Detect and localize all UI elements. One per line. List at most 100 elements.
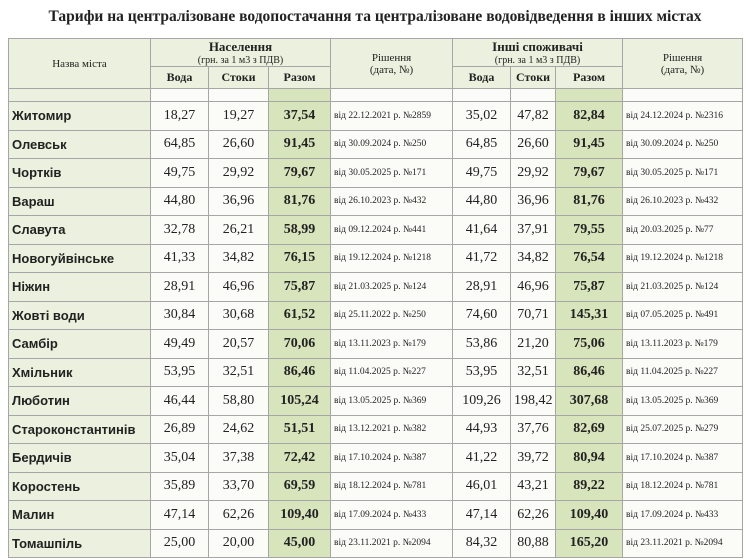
water-cell: 47,14 (452, 500, 512, 530)
water-cell: 64,85 (150, 129, 209, 159)
spacer-cell (330, 88, 454, 102)
data-row: Коростень 35,89 33,70 69,59 від 18.12.2024 р… (8, 471, 744, 501)
water-cell: 64,85 (452, 129, 512, 159)
sewage-cell: 34,82 (208, 243, 269, 273)
water-cell: 49,75 (452, 158, 512, 188)
header-sub: Вода (150, 66, 209, 89)
decision-cell: від 19.12.2024 р. №1218 (622, 243, 744, 273)
water-cell: 53,86 (452, 329, 512, 359)
data-row: Люботин 46,44 58,80 105,24 від 13.05.2025 р.… (8, 386, 744, 416)
water-cell: 35,89 (150, 471, 209, 501)
city-name-cell: Олевськ (8, 129, 151, 159)
decision-cell: від 26.10.2023 р. №432 (330, 186, 454, 216)
water-cell: 44,80 (150, 186, 209, 216)
decision-cell: від 13.05.2025 р. №369 (622, 386, 744, 416)
sewage-cell: 19,27 (208, 101, 269, 131)
header-sub: Вода (452, 66, 512, 89)
spacer-cell (510, 88, 557, 102)
total-cell: 81,76 (267, 186, 332, 216)
city-name-cell: Ніжин (8, 272, 151, 302)
water-cell: 35,04 (150, 443, 209, 473)
sewage-cell: 36,96 (208, 186, 269, 216)
sewage-cell: 37,76 (510, 414, 557, 444)
decision-cell: від 09.12.2024 р. №441 (330, 215, 454, 245)
decision-cell: від 13.05.2025 р. №369 (330, 386, 454, 416)
sewage-cell: 34,82 (510, 243, 557, 273)
header-row: Назва міста Населення (грн. за 1 м3 з ПДВ)… (8, 38, 744, 89)
header-sub: Разом (267, 66, 332, 89)
decision-cell: від 17.09.2024 р. №433 (622, 500, 744, 530)
data-row: Олевськ 64,85 26,60 91,45 від 30.09.2024 р. … (8, 129, 744, 159)
decision-cell: від 30.09.2024 р. №250 (622, 129, 744, 159)
total-cell: 89,22 (555, 471, 624, 501)
header-group: Інші споживачі (грн. за 1 м3 з ПДВ) (452, 38, 624, 67)
header-group-title: Населення (208, 39, 273, 55)
city-name-cell: Самбір (8, 329, 151, 359)
water-cell: 41,72 (452, 243, 512, 273)
decision-cell: від 30.05.2025 р. №171 (330, 158, 454, 188)
header-decision: Рішення (дата, №) (622, 38, 744, 89)
water-cell: 53,95 (452, 357, 512, 387)
city-name-cell: Люботин (8, 386, 151, 416)
spacer-cell (267, 88, 332, 102)
sewage-cell: 37,38 (208, 443, 269, 473)
total-cell: 69,59 (267, 471, 332, 501)
title: Тарифи на централізоване водопостачання … (48, 8, 702, 25)
sewage-cell: 37,91 (510, 215, 557, 245)
total-cell: 86,46 (267, 357, 332, 387)
sewage-cell: 47,82 (510, 101, 557, 131)
total-cell: 58,99 (267, 215, 332, 245)
water-cell: 49,49 (150, 329, 209, 359)
water-cell: 26,89 (150, 414, 209, 444)
header-sub: Разом (555, 66, 624, 89)
header-decision-note: (дата, №) (660, 63, 705, 76)
total-cell: 76,15 (267, 243, 332, 273)
decision-cell: від 25.07.2025 р. №279 (622, 414, 744, 444)
city-name-cell: Малин (8, 500, 151, 530)
water-cell: 46,01 (452, 471, 512, 501)
total-cell: 79,67 (555, 158, 624, 188)
data-row: Хмільник 53,95 32,51 86,46 від 11.04.2025 р.… (8, 357, 744, 387)
data-row: Чортків 49,75 29,92 79,67 від 30.05.2025 р. … (8, 158, 744, 188)
water-cell: 109,26 (452, 386, 512, 416)
header-city: Назва міста (8, 38, 151, 89)
spacer-cell (8, 88, 151, 102)
sewage-cell: 32,51 (208, 357, 269, 387)
spacer-row (8, 88, 744, 102)
total-cell: 45,00 (267, 528, 332, 558)
total-cell: 91,45 (267, 129, 332, 159)
water-cell: 41,22 (452, 443, 512, 473)
header-group-unit: (грн. за 1 м3 з ПДВ) (494, 55, 581, 66)
city-name-cell: Славута (8, 215, 151, 245)
total-cell: 109,40 (267, 500, 332, 530)
data-row: Вараш 44,80 36,96 81,76 від 26.10.2023 р. №4… (8, 186, 744, 216)
decision-cell: від 19.12.2024 р. №1218 (330, 243, 454, 273)
total-cell: 82,84 (555, 101, 624, 131)
sewage-cell: 21,20 (510, 329, 557, 359)
total-cell: 70,06 (267, 329, 332, 359)
spacer-cell (622, 88, 744, 102)
water-cell: 44,80 (452, 186, 512, 216)
sewage-cell: 58,80 (208, 386, 269, 416)
data-row: Староконстантинів 26,89 24,62 51,51 від 13.1… (8, 414, 744, 444)
total-cell: 80,94 (555, 443, 624, 473)
water-cell: 32,78 (150, 215, 209, 245)
water-cell: 49,75 (150, 158, 209, 188)
water-cell: 84,32 (452, 528, 512, 558)
total-cell: 79,67 (267, 158, 332, 188)
spacer-cell (150, 88, 209, 102)
sewage-cell: 62,26 (510, 500, 557, 530)
total-cell: 82,69 (555, 414, 624, 444)
data-row: Томашпіль 25,00 20,00 45,00 від 23.11.2021 р… (8, 528, 744, 558)
sewage-cell: 46,96 (510, 272, 557, 302)
sewage-cell: 46,96 (208, 272, 269, 302)
sewage-cell: 36,96 (510, 186, 557, 216)
decision-cell: від 23.11.2021 р. №2094 (330, 528, 454, 558)
city-name-cell: Житомир (8, 101, 151, 131)
sewage-cell: 198,42 (510, 386, 557, 416)
header-decision-title: Рішення (371, 51, 412, 64)
sewage-cell: 39,72 (510, 443, 557, 473)
water-cell: 41,64 (452, 215, 512, 245)
water-cell: 18,27 (150, 101, 209, 131)
water-cell: 74,60 (452, 300, 512, 330)
